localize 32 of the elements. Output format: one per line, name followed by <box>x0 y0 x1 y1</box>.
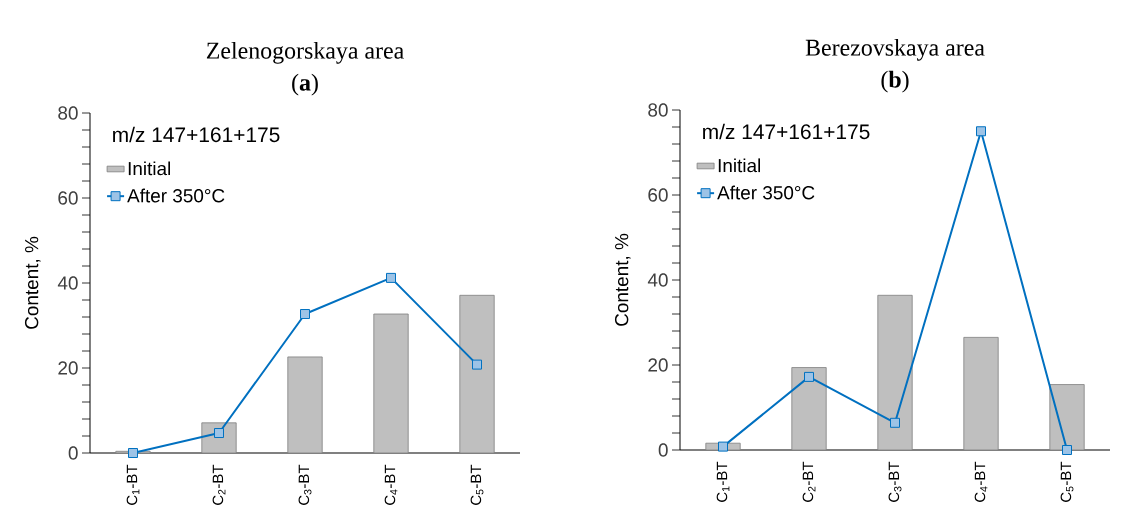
x-tick-label: C$_{1}$-BT <box>126 464 140 505</box>
y-axis-title: Content, % <box>24 236 41 329</box>
y-tick-label: 40 <box>647 273 668 287</box>
annotation: m/z 147+161+175 <box>703 123 870 140</box>
chart-subtitle: (a) <box>292 73 318 96</box>
x-tick-label: C$_{2}$-BT <box>212 464 226 505</box>
x-tick-label: C$_{4}$-BT <box>974 461 988 502</box>
y-tick-label: 20 <box>648 358 668 372</box>
y-axis-title: Content, % <box>614 233 631 326</box>
x-tick-label: C$_{4}$-BT <box>384 464 398 505</box>
y-tick-label: 80 <box>58 106 78 120</box>
x-tick-label: C$_{3}$-BT <box>888 461 902 502</box>
legend-label: Initial <box>128 161 170 176</box>
y-tick-label: 40 <box>57 276 78 290</box>
x-tick-label: C$_{3}$-BT <box>298 464 312 505</box>
chart-title: Berezovskaya area <box>805 38 985 61</box>
y-tick-label: 60 <box>648 188 668 202</box>
x-tick-label: C$_{1}$-BT <box>716 461 730 502</box>
x-tick-label: C$_{5}$-BT <box>1060 461 1074 502</box>
y-tick-label: 60 <box>58 191 78 205</box>
legend-label: Initial <box>718 158 760 173</box>
chart-title: Zelenogorskaya area <box>206 41 404 64</box>
legend-label: After 350°C <box>127 188 225 203</box>
annotation: m/z 147+161+175 <box>113 126 280 143</box>
y-tick-label: 0 <box>68 446 78 460</box>
x-tick-label: C$_{2}$-BT <box>802 461 816 502</box>
x-tick-label: C$_{5}$-BT <box>470 464 484 505</box>
y-tick-label: 0 <box>658 443 668 457</box>
y-tick-label: 80 <box>648 103 668 117</box>
y-tick-label: 20 <box>58 361 78 375</box>
chart-subtitle: (b) <box>881 70 909 93</box>
legend-label: After 350°C <box>717 185 815 200</box>
